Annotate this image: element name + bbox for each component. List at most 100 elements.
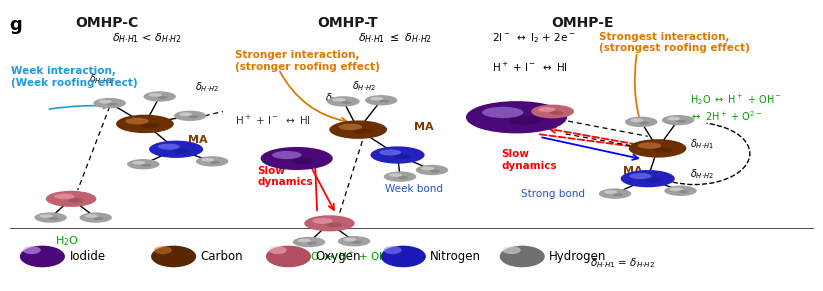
Ellipse shape: [158, 144, 179, 150]
Ellipse shape: [328, 96, 360, 107]
Text: H$_2$O: H$_2$O: [55, 234, 79, 248]
Ellipse shape: [305, 215, 355, 231]
Ellipse shape: [210, 161, 221, 164]
Text: $\delta_{H{\cdot}H1}$: $\delta_{H{\cdot}H1}$: [90, 73, 114, 86]
Text: $\delta_{H{\cdot}H1}$: $\delta_{H{\cdot}H1}$: [325, 91, 350, 105]
Ellipse shape: [94, 98, 126, 108]
Ellipse shape: [669, 187, 683, 191]
Text: Week interaction,
(Week roofing effect): Week interaction, (Week roofing effect): [12, 66, 138, 88]
Ellipse shape: [332, 98, 346, 102]
Ellipse shape: [421, 167, 435, 170]
Ellipse shape: [85, 214, 98, 218]
Ellipse shape: [133, 161, 146, 164]
Text: MA: MA: [188, 135, 207, 145]
Ellipse shape: [509, 116, 542, 125]
Ellipse shape: [365, 95, 398, 105]
Ellipse shape: [261, 147, 332, 170]
Ellipse shape: [49, 217, 58, 220]
Ellipse shape: [338, 124, 362, 130]
Ellipse shape: [638, 142, 662, 149]
Text: H$^+$ + I$^-$ $\leftrightarrow$ HI: H$^+$ + I$^-$ $\leftrightarrow$ HI: [235, 114, 311, 127]
Ellipse shape: [172, 149, 189, 153]
Text: $\delta_{H{\cdot}H2}$: $\delta_{H{\cdot}H2}$: [351, 79, 375, 93]
Text: $\delta_{H{\cdot}H1}$: $\delta_{H{\cdot}H1}$: [690, 137, 714, 151]
Text: Week bond: Week bond: [385, 184, 444, 194]
Ellipse shape: [157, 96, 168, 99]
Ellipse shape: [370, 146, 425, 164]
Ellipse shape: [329, 120, 387, 139]
Ellipse shape: [298, 239, 311, 242]
Ellipse shape: [466, 101, 567, 133]
Ellipse shape: [179, 112, 193, 116]
Text: H$_2$O $\leftrightarrow$ H$^+$ + OH$^-$
$\leftrightarrow$ 2H$^+$ + O$^{2-}$: H$_2$O $\leftrightarrow$ H$^+$ + OH$^-$ …: [690, 92, 782, 123]
Ellipse shape: [149, 93, 162, 97]
Ellipse shape: [266, 246, 311, 267]
Ellipse shape: [352, 241, 362, 244]
Ellipse shape: [269, 246, 287, 254]
Text: Iodide: Iodide: [69, 250, 105, 263]
Ellipse shape: [430, 170, 440, 173]
Ellipse shape: [108, 103, 118, 106]
Ellipse shape: [125, 118, 149, 124]
Ellipse shape: [354, 129, 373, 134]
Ellipse shape: [621, 170, 675, 187]
Ellipse shape: [46, 191, 96, 207]
Ellipse shape: [141, 123, 160, 128]
Ellipse shape: [416, 165, 449, 175]
Ellipse shape: [154, 246, 172, 254]
Ellipse shape: [639, 121, 649, 124]
Ellipse shape: [196, 156, 229, 166]
Ellipse shape: [20, 246, 65, 267]
Ellipse shape: [40, 214, 53, 218]
Ellipse shape: [343, 238, 356, 242]
Text: $\delta_{H{\cdot}H1}$ < $\delta_{H{\cdot}H2}$: $\delta_{H{\cdot}H1}$ < $\delta_{H{\cdot…: [112, 32, 182, 45]
Text: H$^+$ + I$^-$ $\leftrightarrow$ HI: H$^+$ + I$^-$ $\leftrightarrow$ HI: [492, 61, 568, 74]
Ellipse shape: [482, 107, 523, 118]
Ellipse shape: [338, 236, 370, 246]
Ellipse shape: [384, 246, 402, 254]
Ellipse shape: [662, 115, 695, 125]
Ellipse shape: [664, 186, 697, 196]
Ellipse shape: [653, 148, 672, 153]
Text: $\delta_{H{\cdot}H2}$: $\delta_{H{\cdot}H2}$: [195, 80, 219, 94]
Ellipse shape: [630, 173, 652, 179]
Ellipse shape: [678, 190, 689, 193]
Ellipse shape: [35, 212, 67, 223]
Ellipse shape: [550, 111, 563, 115]
Ellipse shape: [23, 246, 41, 254]
Ellipse shape: [676, 120, 686, 123]
Ellipse shape: [625, 117, 658, 127]
Ellipse shape: [381, 246, 425, 267]
Text: Slow
dynamics: Slow dynamics: [502, 149, 557, 171]
Text: $\delta_{H{\cdot}H1}$ $\leq$ $\delta_{H{\cdot}H2}$: $\delta_{H{\cdot}H1}$ $\leq$ $\delta_{H{…: [358, 32, 432, 45]
Text: OMHP-C: OMHP-C: [75, 16, 138, 30]
Ellipse shape: [398, 176, 408, 179]
Text: MA: MA: [623, 166, 643, 176]
Ellipse shape: [538, 107, 556, 112]
Ellipse shape: [201, 158, 215, 162]
Ellipse shape: [604, 190, 617, 194]
Ellipse shape: [174, 111, 207, 121]
Text: Slow
dynamics: Slow dynamics: [258, 166, 313, 187]
Ellipse shape: [99, 100, 112, 103]
Ellipse shape: [151, 246, 196, 267]
Ellipse shape: [307, 242, 317, 244]
Ellipse shape: [394, 154, 412, 159]
Text: 2I$^-$ $\leftrightarrow$ I$_2$ + 2e$^-$: 2I$^-$ $\leftrightarrow$ I$_2$ + 2e$^-$: [492, 32, 575, 45]
Ellipse shape: [141, 164, 151, 167]
Ellipse shape: [342, 101, 351, 104]
Ellipse shape: [667, 117, 681, 120]
Text: OMHP-E: OMHP-E: [551, 16, 613, 30]
Text: $\delta_{H{\cdot}H2}$: $\delta_{H{\cdot}H2}$: [690, 167, 714, 181]
Ellipse shape: [127, 159, 160, 169]
Ellipse shape: [188, 116, 198, 118]
Ellipse shape: [116, 115, 174, 133]
Text: Nitrogen: Nitrogen: [430, 250, 481, 263]
Ellipse shape: [143, 91, 176, 102]
Ellipse shape: [293, 237, 325, 247]
Ellipse shape: [149, 141, 203, 158]
Text: OMHP-T: OMHP-T: [317, 16, 378, 30]
Ellipse shape: [644, 178, 661, 183]
Ellipse shape: [629, 139, 686, 158]
Ellipse shape: [326, 223, 342, 227]
